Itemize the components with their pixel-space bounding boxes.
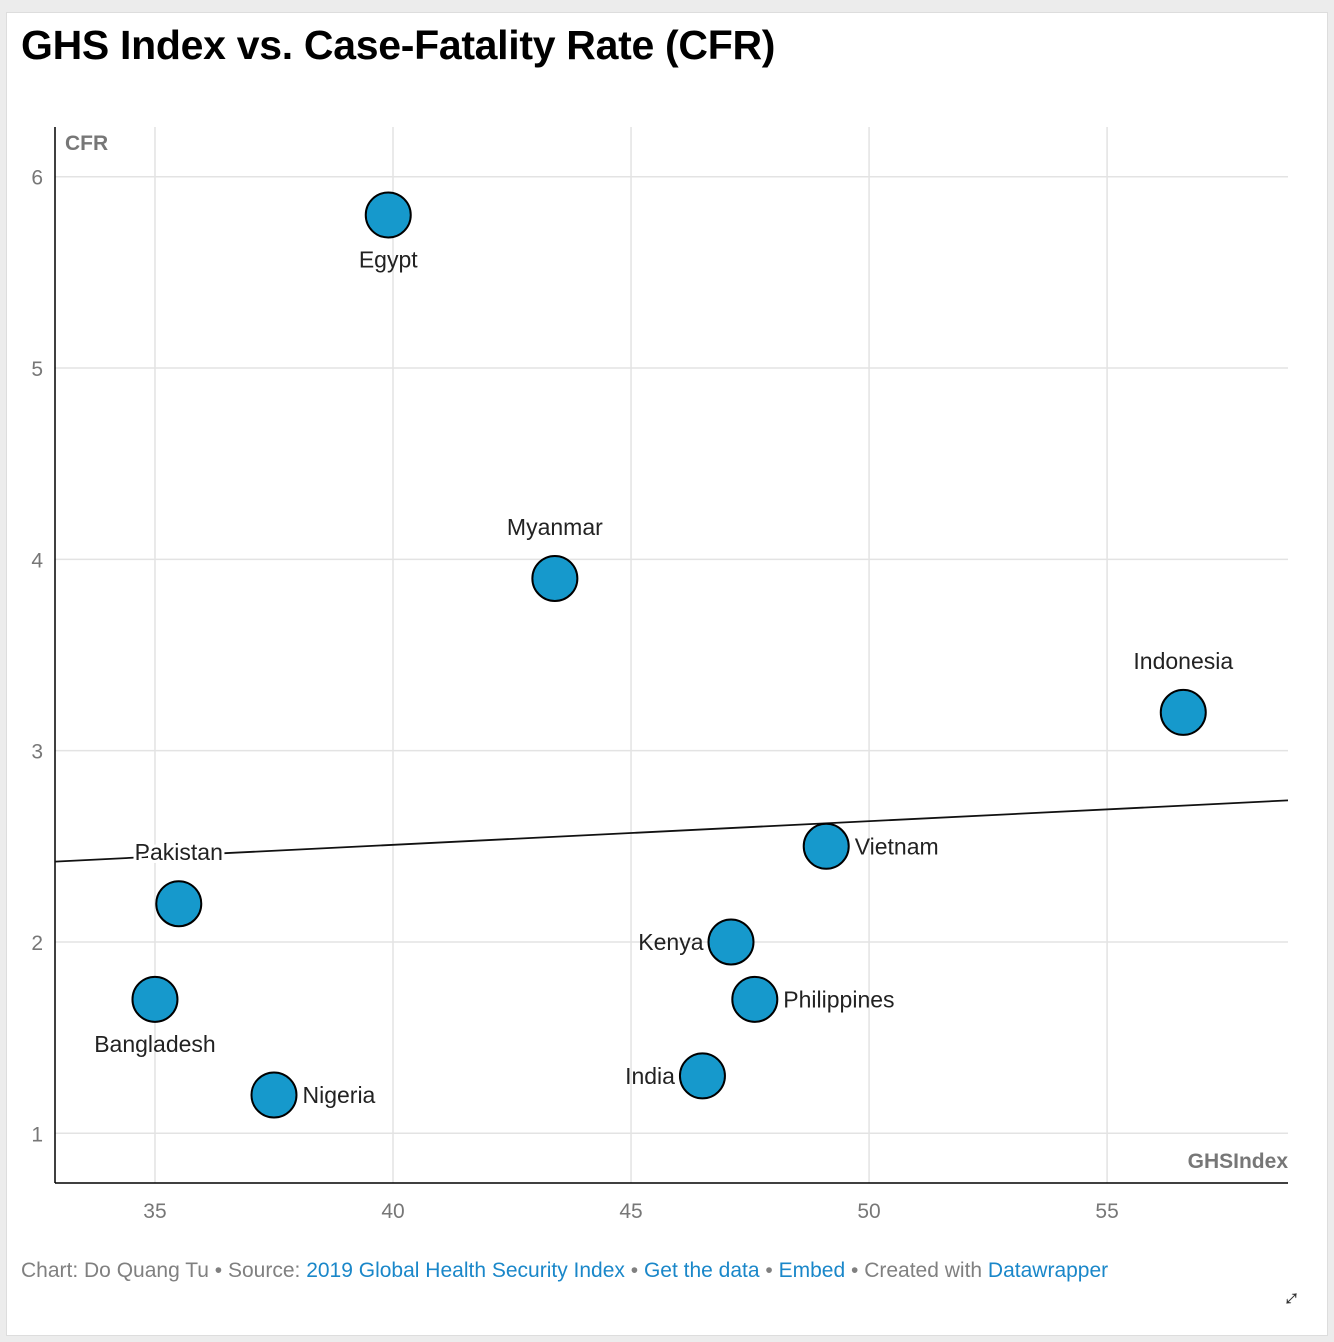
footer-separator: • [630, 1259, 639, 1282]
data-point [531, 554, 579, 602]
footer-source-label: Source: [227, 1259, 301, 1282]
footer-separator: • [765, 1259, 773, 1282]
footer-created-with: Created with [864, 1259, 983, 1282]
point-label: India [625, 1063, 675, 1089]
data-point [731, 975, 779, 1023]
point-label: Philippines [783, 986, 894, 1012]
x-tick-label: 35 [143, 1200, 166, 1223]
trend-line [54, 799, 1289, 863]
embed-link[interactable]: Embed [778, 1259, 846, 1282]
y-tick-label: 5 [31, 358, 43, 381]
point-label: Egypt [359, 247, 418, 273]
y-tick-label: 1 [31, 1123, 43, 1146]
point-label: Indonesia [1133, 648, 1233, 674]
x-tick-label: 55 [1095, 1200, 1118, 1223]
footer-separator: • [214, 1259, 223, 1282]
chart-title: GHS Index vs. Case-Fatality Rate (CFR) [21, 22, 776, 68]
footer-credit: Chart: Do Quang Tu [21, 1259, 209, 1282]
chart-footer: Chart: Do Quang Tu • Source: 2019 Global… [21, 1259, 1108, 1283]
data-point [802, 822, 850, 870]
x-tick-label: 50 [857, 1200, 880, 1223]
y-tick-label: 2 [31, 932, 43, 955]
y-tick-label: 4 [31, 549, 43, 572]
data-point [250, 1071, 298, 1119]
data-point [155, 880, 203, 928]
data-point [707, 918, 755, 966]
datawrapper-link[interactable]: Datawrapper [987, 1259, 1109, 1282]
x-tick-label: 40 [381, 1200, 404, 1223]
point-label: Nigeria [302, 1082, 375, 1108]
data-point [131, 975, 179, 1023]
get-data-link[interactable]: Get the data [643, 1259, 760, 1282]
y-tick-label: 6 [31, 167, 43, 190]
point-label: Kenya [638, 929, 703, 955]
point-label: Pakistan [135, 839, 223, 865]
footer-separator: • [850, 1259, 859, 1282]
point-label: Bangladesh [94, 1031, 216, 1057]
point-label: Vietnam [855, 833, 939, 859]
x-axis-title: GHSIndex [1188, 1150, 1289, 1173]
source-link[interactable]: 2019 Global Health Security Index [306, 1259, 625, 1282]
x-tick-label: 45 [619, 1200, 642, 1223]
data-point [678, 1052, 726, 1100]
data-point [1159, 688, 1207, 736]
y-axis-title: CFR [65, 132, 108, 155]
y-tick-label: 3 [31, 741, 43, 764]
point-label: Myanmar [507, 514, 603, 540]
data-point [364, 191, 412, 239]
